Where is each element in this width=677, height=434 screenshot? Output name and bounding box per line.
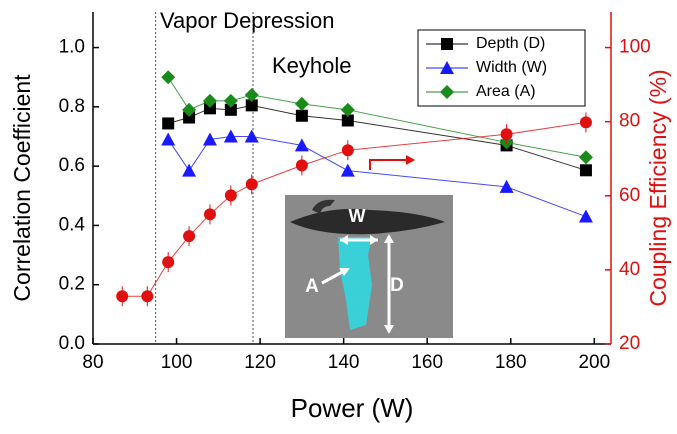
marker	[295, 97, 309, 111]
annotation: Keyhole	[272, 53, 352, 78]
y-tick-label: 1.0	[59, 37, 85, 58]
y2-tick-label: 80	[619, 111, 640, 132]
legend-label: Width (W)	[476, 59, 547, 76]
legend-label: Depth (D)	[476, 35, 545, 52]
marker	[183, 230, 195, 242]
y-tick-label: 0.0	[59, 333, 85, 354]
marker	[501, 128, 513, 140]
x-tick-label: 140	[328, 352, 360, 373]
x-axis-label: Power (W)	[291, 393, 414, 423]
marker	[341, 164, 355, 177]
marker	[162, 117, 174, 129]
legend-label: Area (A)	[476, 83, 536, 100]
y-tick-label: 0.4	[59, 214, 86, 235]
x-tick-label: 100	[161, 352, 193, 373]
y-tick-label: 0.6	[59, 155, 85, 176]
marker	[162, 256, 174, 268]
inset-image	[285, 195, 453, 338]
y-tick-label: 0.2	[59, 274, 85, 295]
red-arrow	[370, 160, 412, 170]
chart: 80 100 120 140 160 180 200 0.0 0.2 0.4 0.6 0.8 1.0 20…	[0, 0, 677, 429]
marker	[342, 144, 354, 156]
marker	[579, 210, 593, 223]
y2-axis-label: Coupling Efficiency (%)	[645, 69, 671, 306]
y2-tick-label: 40	[619, 259, 640, 280]
y-axis-label: Correlation Coefficient	[9, 74, 35, 302]
y2-tick-label: 60	[619, 185, 640, 206]
marker	[296, 159, 308, 171]
annotation: Vapor Depression	[160, 8, 334, 33]
marker	[246, 178, 258, 190]
x-tick-label: 180	[495, 352, 527, 373]
marker	[141, 290, 153, 302]
x-tick-label: 200	[578, 352, 610, 373]
y-tick-label: 0.8	[59, 96, 85, 117]
y2-tick-label: 100	[619, 37, 651, 58]
marker	[116, 290, 128, 302]
x-tick-label: 80	[82, 352, 103, 373]
marker	[579, 150, 593, 164]
marker	[225, 189, 237, 201]
marker	[204, 208, 216, 220]
marker	[161, 70, 175, 84]
marker	[161, 132, 175, 145]
annotation: W	[349, 206, 366, 226]
x-tick-label: 120	[244, 352, 276, 373]
marker	[296, 110, 308, 122]
x-tick-label: 160	[411, 352, 443, 373]
annotation: D	[390, 275, 404, 296]
red-arrow-head	[406, 155, 415, 165]
marker	[580, 164, 592, 176]
y2-tick-label: 20	[619, 333, 640, 354]
marker	[182, 164, 196, 177]
annotation: A	[305, 276, 319, 297]
marker	[580, 116, 592, 128]
marker	[441, 38, 453, 50]
